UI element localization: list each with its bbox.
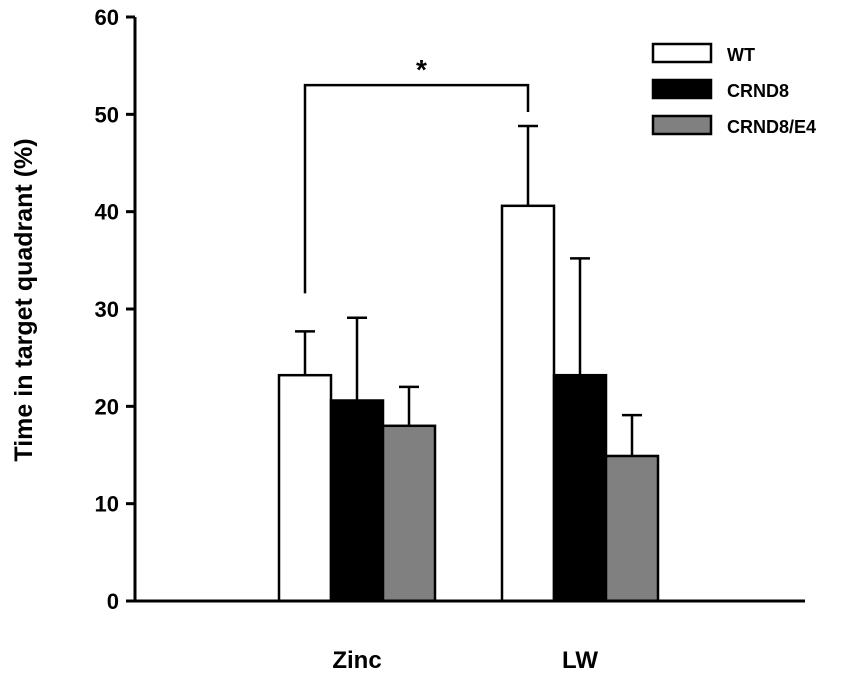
- legend-label-crnd8-e4: CRND8/E4: [727, 117, 816, 137]
- legend-label-wt: WT: [727, 45, 755, 65]
- x-category-label-lw: LW: [562, 647, 598, 674]
- significance-asterisk: *: [416, 54, 427, 85]
- x-category-labels: Zinc LW: [332, 647, 598, 674]
- y-tick-label-0: 0: [107, 589, 119, 614]
- legend-swatch-wt: [651, 42, 713, 64]
- y-tick-label-20: 20: [95, 394, 119, 419]
- bar-crnd8-zinc: [329, 399, 385, 603]
- bar-wt-lw: [500, 204, 556, 603]
- significance-bracket: *: [303, 54, 530, 294]
- x-category-label-zinc: Zinc: [332, 647, 381, 674]
- bar-crnd8-lw: [552, 373, 608, 603]
- bar-wt-zinc: [277, 373, 333, 603]
- legend-swatch-crnd8-e4: [651, 114, 713, 136]
- y-tick-label-10: 10: [95, 492, 119, 517]
- y-tick-label-40: 40: [95, 200, 119, 225]
- legend-label-crnd8: CRND8: [727, 81, 789, 101]
- y-axis-label: Time in target quadrant (%): [10, 138, 38, 461]
- bar-crnd8-e4-lw: [604, 454, 660, 603]
- axes: [133, 17, 805, 603]
- bar-crnd8-e4-zinc: [381, 424, 437, 603]
- y-tick-label-50: 50: [95, 102, 119, 127]
- y-tick-label-60: 60: [95, 5, 119, 30]
- bars: [277, 204, 660, 603]
- legend-swatch-crnd8: [651, 78, 713, 100]
- y-tick-label-30: 30: [95, 297, 119, 322]
- legend: WT CRND8 CRND8/E4: [651, 42, 816, 137]
- error-bars: [295, 124, 642, 456]
- y-ticks: 0 10 20 30 40 50 60: [95, 5, 135, 614]
- significance-bracket-line: [303, 83, 530, 294]
